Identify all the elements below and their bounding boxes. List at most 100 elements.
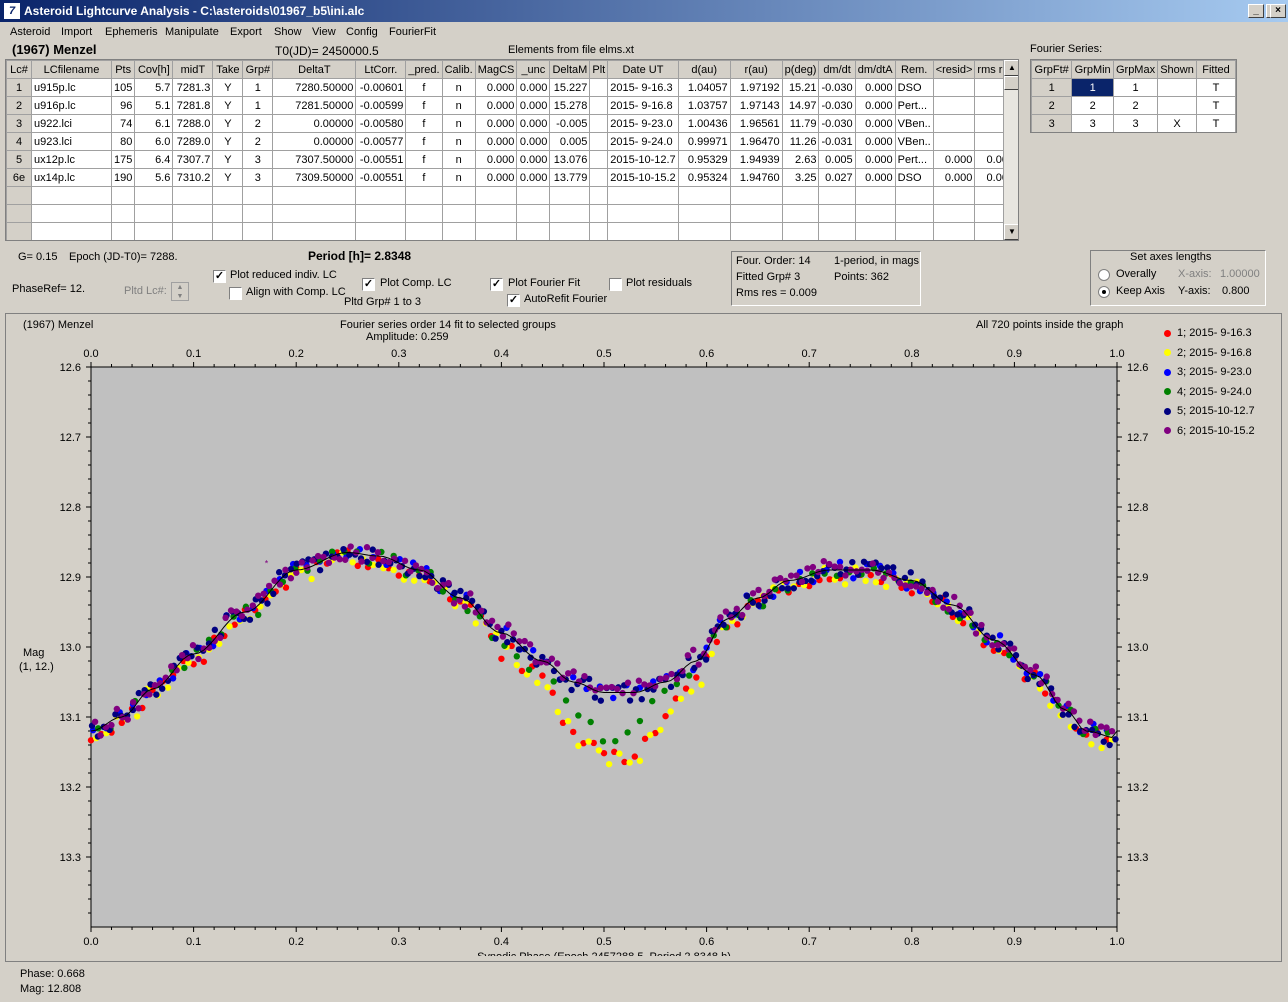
lc-cell[interactable]: 7281.3 — [172, 78, 214, 97]
lc-cell[interactable]: n — [441, 114, 476, 133]
lc-col-header[interactable]: <resid> — [932, 60, 976, 79]
lc-cell[interactable]: 0.95329 — [677, 150, 731, 169]
lc-cell[interactable]: 0.000 — [474, 114, 518, 133]
lc-cell[interactable]: 0.000 — [474, 96, 518, 115]
lc-empty-cell[interactable] — [242, 204, 274, 223]
lc-cell[interactable]: 0.00000 — [272, 114, 357, 133]
fourier-cell[interactable]: T — [1195, 114, 1236, 132]
lc-empty-cell[interactable] — [110, 204, 136, 223]
lc-cell[interactable]: 0.000 — [854, 150, 896, 169]
lc-empty-row[interactable] — [6, 186, 1018, 205]
lc-col-header[interactable]: Rem. — [894, 60, 934, 79]
lc-cell[interactable]: 11.79 — [781, 114, 820, 133]
lc-cell[interactable]: 15.227 — [549, 78, 591, 97]
lc-cell[interactable]: 175 — [110, 150, 136, 169]
lc-cell[interactable]: 6.4 — [134, 150, 174, 169]
lc-empty-cell[interactable] — [854, 204, 896, 223]
lc-cell[interactable]: Y — [212, 168, 244, 187]
fourier-cell[interactable] — [1157, 96, 1197, 115]
lc-empty-cell[interactable] — [932, 186, 976, 205]
lc-cell[interactable]: n — [441, 132, 476, 151]
lc-row-header[interactable]: 3 — [6, 114, 32, 133]
lc-cell[interactable]: 7280.50000 — [272, 78, 357, 97]
lc-cell[interactable]: -0.030 — [818, 96, 856, 115]
lc-empty-cell[interactable] — [172, 204, 214, 223]
lc-cell[interactable]: 0.000 — [516, 114, 551, 133]
lc-cell[interactable]: 15.21 — [781, 78, 820, 97]
lc-empty-cell[interactable] — [474, 222, 518, 240]
lc-empty-cell[interactable] — [894, 222, 934, 240]
keep-axis-radio[interactable] — [1098, 286, 1110, 298]
lc-empty-cell[interactable] — [6, 186, 32, 205]
lc-empty-cell[interactable] — [172, 222, 214, 240]
lc-cell[interactable]: 5.6 — [134, 168, 174, 187]
plot-fourier-checkbox[interactable]: ✓ — [490, 278, 503, 291]
lc-cell[interactable]: 7289.0 — [172, 132, 214, 151]
lc-cell[interactable]: 2015- 9-16.8 — [607, 96, 679, 115]
lc-cell[interactable]: u915p.lc — [31, 78, 112, 97]
lc-empty-cell[interactable] — [212, 186, 244, 205]
lc-cell[interactable]: 7307.7 — [172, 150, 214, 169]
align-comp-checkbox[interactable] — [229, 287, 242, 300]
lc-empty-cell[interactable] — [172, 186, 214, 205]
lc-cell[interactable]: 15.278 — [549, 96, 591, 115]
plot-area[interactable] — [90, 366, 1118, 928]
lc-empty-cell[interactable] — [818, 204, 856, 223]
lc-empty-cell[interactable] — [441, 222, 476, 240]
lc-cell[interactable]: 7310.2 — [172, 168, 214, 187]
lc-cell[interactable]: 0.000 — [516, 78, 551, 97]
lc-cell[interactable]: Y — [212, 78, 244, 97]
lc-cell[interactable]: 2015-10-15.2 — [607, 168, 679, 187]
lc-empty-cell[interactable] — [607, 222, 679, 240]
lc-cell[interactable]: 2015- 9-23.0 — [607, 114, 679, 133]
lc-empty-cell[interactable] — [405, 222, 443, 240]
lc-empty-cell[interactable] — [6, 204, 32, 223]
lc-cell[interactable]: 2015- 9-16.3 — [607, 78, 679, 97]
lc-cell[interactable]: -0.00551 — [355, 150, 407, 169]
lc-cell[interactable]: 3 — [242, 168, 274, 187]
plot-comp-checkbox[interactable]: ✓ — [362, 278, 375, 291]
pltd-lc-spinner[interactable]: ▲ ▼ — [171, 282, 189, 301]
plot-residuals-checkbox[interactable] — [609, 278, 622, 291]
fourier-row-header[interactable]: 2 — [1031, 96, 1073, 115]
lc-cell[interactable]: 0.000 — [932, 168, 976, 187]
lc-cell[interactable]: 1.00436 — [677, 114, 731, 133]
lc-row-header[interactable]: 4 — [6, 132, 32, 151]
autorefit-checkbox[interactable]: ✓ — [507, 294, 520, 307]
lc-cell[interactable]: 14.97 — [781, 96, 820, 115]
fourier-cell[interactable]: 1 — [1112, 78, 1159, 97]
lc-table-row[interactable]: 6e ux14p.lc 190 5.6 7310.2 Y 3 7309.50000 -0.005… — [6, 168, 1018, 187]
lc-cell[interactable]: u916p.lc — [31, 96, 112, 115]
lc-empty-cell[interactable] — [272, 204, 357, 223]
lc-empty-cell[interactable] — [242, 186, 274, 205]
fourier-cell[interactable]: T — [1195, 78, 1236, 97]
lc-cell[interactable] — [932, 78, 976, 97]
lc-col-header[interactable]: Plt — [589, 60, 609, 79]
lc-row-header[interactable]: 1 — [6, 78, 32, 97]
plot-reduced-checkbox[interactable]: ✓ — [213, 270, 226, 283]
menu-asteroid[interactable]: Asteroid — [10, 26, 51, 38]
lc-cell[interactable]: 0.027 — [818, 168, 856, 187]
lc-col-header[interactable]: Cov[h] — [134, 60, 174, 79]
lc-empty-cell[interactable] — [441, 204, 476, 223]
lc-cell[interactable]: 7281.50000 — [272, 96, 357, 115]
lc-empty-cell[interactable] — [781, 204, 820, 223]
lc-cell[interactable]: 2.63 — [781, 150, 820, 169]
lc-empty-cell[interactable] — [729, 186, 783, 205]
lc-empty-cell[interactable] — [31, 222, 112, 240]
lc-empty-cell[interactable] — [272, 222, 357, 240]
lc-empty-cell[interactable] — [589, 204, 609, 223]
lc-cell[interactable]: 1.03757 — [677, 96, 731, 115]
lc-empty-cell[interactable] — [110, 186, 136, 205]
lc-cell[interactable]: 0.005 — [549, 132, 591, 151]
lc-col-header[interactable]: LCfilename — [31, 60, 112, 79]
lc-cell[interactable]: 1.04057 — [677, 78, 731, 97]
lc-cell[interactable]: 7307.50000 — [272, 150, 357, 169]
lc-cell[interactable]: ux12p.lc — [31, 150, 112, 169]
lc-col-header[interactable]: Take — [212, 60, 244, 79]
scroll-down-icon[interactable]: ▼ — [1004, 224, 1018, 240]
lc-cell[interactable]: -0.031 — [818, 132, 856, 151]
